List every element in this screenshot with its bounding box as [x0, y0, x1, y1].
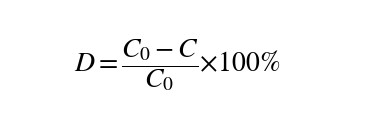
- Text: $D{=}\dfrac{C_0 - C}{C_0}{\times}100\%$: $D{=}\dfrac{C_0 - C}{C_0}{\times}100\%$: [74, 37, 280, 93]
